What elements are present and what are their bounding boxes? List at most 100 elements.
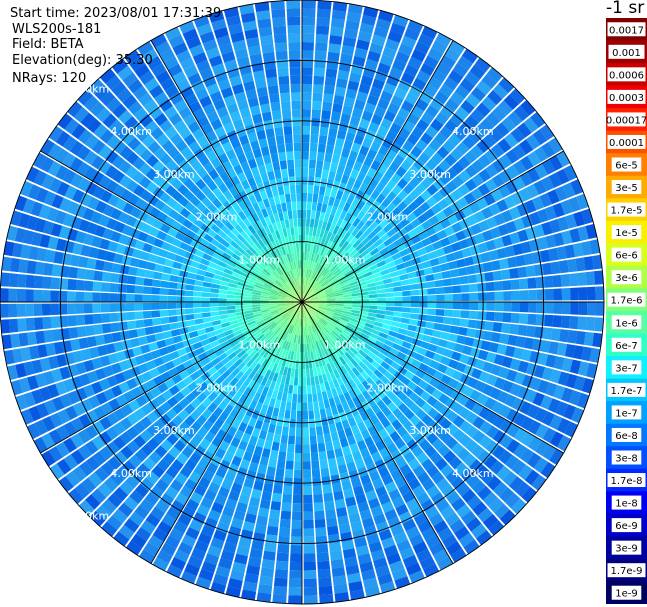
scan-gate — [289, 561, 302, 571]
scan-gate — [38, 204, 51, 220]
scan-gate — [293, 302, 302, 305]
scan-gate — [528, 420, 542, 435]
scan-gate — [292, 243, 297, 253]
scan-gate — [485, 440, 499, 454]
scan-gate — [383, 237, 394, 247]
scan-gate — [258, 356, 266, 366]
scan-gate — [6, 225, 18, 241]
scan-gate — [561, 387, 574, 403]
scan-gate — [254, 265, 263, 273]
scan-gate — [219, 256, 230, 264]
scan-gate — [319, 459, 329, 469]
scan-gate — [272, 313, 281, 319]
scan-gate — [166, 344, 177, 354]
scan-gate — [484, 148, 498, 163]
scan-gate — [412, 541, 428, 555]
scan-gate — [113, 531, 130, 547]
scan-gate — [160, 439, 173, 452]
scan-gate — [200, 223, 211, 233]
scan-gate — [294, 151, 302, 160]
scan-gate — [252, 231, 261, 241]
scan-gate — [333, 312, 342, 317]
scan-gate — [28, 246, 40, 261]
scan-gate — [293, 486, 302, 495]
scan-gate — [306, 343, 310, 353]
scan-gate — [76, 326, 87, 338]
scan-gate — [262, 339, 271, 348]
scan-gate — [283, 126, 293, 136]
scan-gate — [242, 521, 255, 532]
scan-gate — [497, 138, 512, 153]
scan-gate — [305, 286, 310, 295]
scan-gate — [286, 227, 292, 237]
scan-gate — [295, 427, 302, 437]
scan-gate — [501, 356, 513, 369]
scan-gate — [429, 360, 440, 370]
scan-gate — [533, 457, 549, 474]
scan-gate — [133, 421, 146, 434]
range-label: 4.00km — [110, 467, 152, 480]
scan-gate — [213, 529, 227, 542]
scan-gate — [342, 310, 352, 315]
scan-gate — [381, 536, 396, 549]
scan-gate — [395, 262, 406, 271]
scan-gate — [421, 219, 433, 230]
scan-gate — [106, 515, 123, 531]
scan-gate — [212, 396, 223, 407]
scan-gate — [484, 178, 498, 192]
scan-gate — [426, 464, 440, 478]
scan-gate — [118, 321, 129, 331]
scan-gate — [256, 210, 264, 220]
scan-gate — [427, 250, 438, 260]
scan-gate — [113, 408, 127, 421]
scan-gate — [112, 436, 126, 450]
scan-gate — [170, 133, 183, 146]
scan-gate — [486, 67, 503, 83]
scan-gate — [194, 279, 204, 287]
scan-gate — [333, 256, 342, 265]
scan-gate — [283, 477, 293, 487]
scan-gate — [407, 20, 424, 34]
scan-gate — [343, 294, 353, 298]
scan-gate — [358, 349, 368, 358]
scan-gate — [172, 42, 188, 56]
scan-gate — [238, 258, 248, 266]
scan-gate — [493, 213, 506, 226]
scan-gate — [42, 416, 56, 432]
scan-gate — [373, 513, 387, 525]
scan-gate — [478, 220, 490, 232]
scan-gate — [165, 486, 179, 499]
scan-gate — [456, 335, 467, 345]
scan-gate — [254, 331, 263, 339]
scan-gate — [419, 201, 431, 213]
scan-gate — [336, 324, 345, 332]
scan-gate — [448, 69, 464, 84]
scan-gate — [187, 272, 197, 280]
scan-gate — [425, 125, 439, 139]
scan-gate — [62, 213, 75, 227]
scan-gate — [392, 396, 403, 408]
scan-gate — [332, 378, 340, 388]
scan-gate — [451, 442, 465, 456]
scan-gate — [399, 273, 409, 281]
scan-gate — [218, 215, 229, 225]
scan-gate — [129, 511, 145, 526]
scan-gate — [387, 30, 403, 43]
scan-gate — [279, 290, 288, 296]
scan-gate — [324, 76, 337, 87]
scan-gate — [214, 219, 225, 230]
scan-gate — [316, 274, 323, 283]
scan-gate — [298, 310, 301, 319]
scan-gate — [40, 156, 55, 173]
scan-gate — [533, 224, 545, 238]
scan-gate — [228, 525, 242, 537]
scan-gate — [443, 450, 457, 464]
scan-gate — [75, 314, 86, 326]
scan-gate — [310, 252, 315, 262]
scan-gate — [50, 290, 59, 302]
scan-gate — [357, 31, 372, 43]
scan-gate — [295, 302, 302, 308]
scan-gate — [91, 235, 103, 248]
scan-gate — [425, 366, 437, 377]
scan-gate — [183, 65, 199, 78]
